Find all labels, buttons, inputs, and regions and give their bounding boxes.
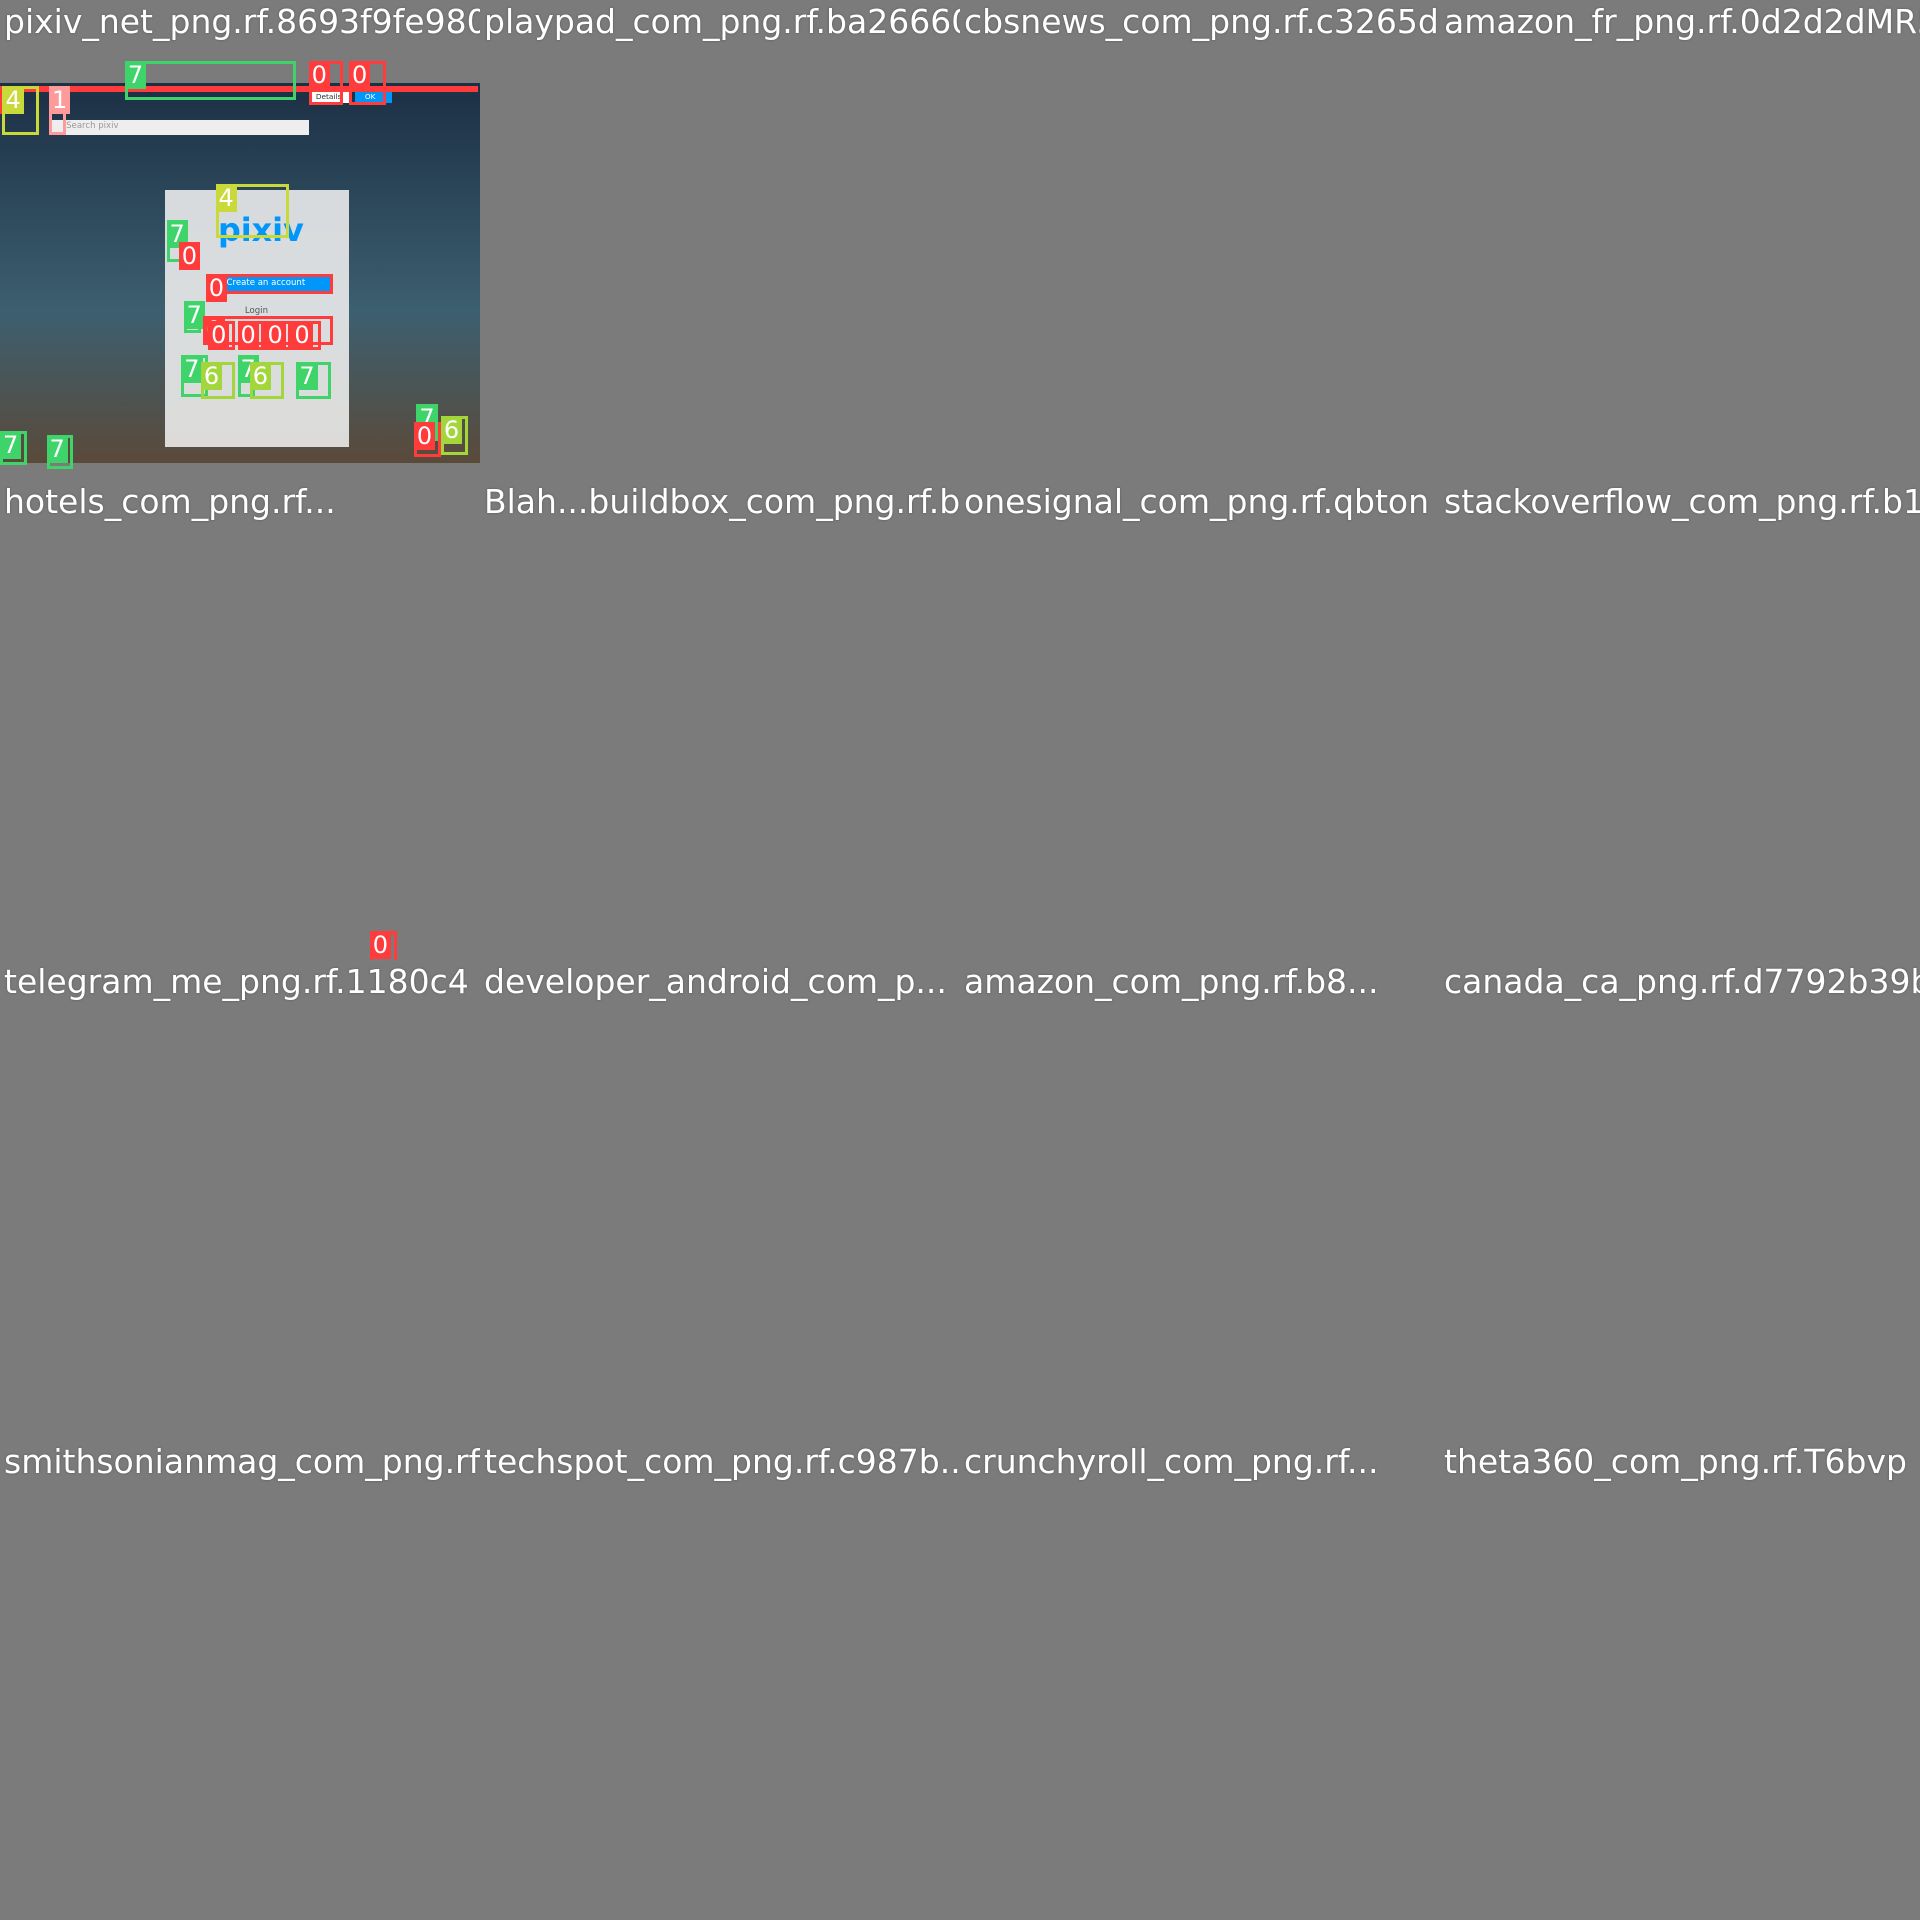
screenshot-tile: smithsonianmag_com_png.rf...smithsonianG… xyxy=(0,1440,480,1920)
tile-title: canada_ca_png.rf.d7792b39b xyxy=(1444,962,1920,1001)
tile-title: telegram_me_png.rf.1180c4 xyxy=(4,962,469,1001)
screenshot-tile: hotels_com_png.rf...HOTELS, RESORTS, HOS… xyxy=(0,480,480,960)
class-label: 7 xyxy=(183,301,205,330)
screenshot-tile: developer_android_com_p...Android 11 Dev… xyxy=(480,960,960,1440)
tile-title: Blah...buildbox_com_png.rf.b... xyxy=(484,482,960,521)
class-label: 6 xyxy=(200,362,223,391)
tile-title: cbsnews_com_png.rf.c3265d07fcda0f... xyxy=(964,2,1440,41)
tile-title: pixiv_net_png.rf.8693f9fe980fdccc5_85976 xyxy=(4,2,480,41)
screenshot-tile: theta360_com_png.rf.T6bvpTHETARICOH THET… xyxy=(1440,1440,1920,1920)
screenshot-tile: amazon_fr_png.rf.0d2d2dMR50DWecho dot59,… xyxy=(1440,0,1920,480)
tile-title: stackoverflow_com_png.rf.b1875116 xyxy=(1444,482,1920,521)
screenshot-tile: techspot_com_png.rf.c987b...GTA V is fre… xyxy=(480,1440,960,1920)
tile-title: theta360_com_png.rf.T6bvp xyxy=(1444,1442,1907,1481)
class-label: 4 xyxy=(2,85,24,114)
class-label: 0 xyxy=(413,422,436,451)
tile-title: smithsonianmag_com_png.rf... xyxy=(4,1442,480,1481)
login-link[interactable]: Login xyxy=(244,306,268,317)
tile-title: hotels_com_png.rf... xyxy=(4,482,336,521)
class-label: 0 xyxy=(264,320,286,349)
details-button[interactable] xyxy=(312,90,349,103)
screenshot-tile: Blah...buildbox_com_png.rf.b...SPICE UP … xyxy=(480,480,960,960)
class-label: 7 xyxy=(46,434,68,463)
create-account-button[interactable] xyxy=(205,276,334,292)
screenshot-tile: playpad_com_png.rf.ba26660d7c...b2Take c… xyxy=(480,0,960,480)
create-account-label: Create an account xyxy=(226,277,306,288)
screenshot-tile: stackoverflow_com_png.rf.b1875116Site up… xyxy=(1440,480,1920,960)
screenshot-tile: cbsnews_com_png.rf.c3265d07fcda0f...CBSN… xyxy=(960,0,1440,480)
class-label: 0 xyxy=(205,274,227,303)
class-label: 7 xyxy=(0,431,22,460)
class-label: 0 xyxy=(178,242,201,271)
tile-title: amazon_com_png.rf.b8... xyxy=(964,962,1379,1001)
tile-title: playpad_com_png.rf.ba26660d7c...b2 xyxy=(484,2,960,41)
class-label: 0 xyxy=(348,61,371,90)
screenshot-tile: onesignal_com_png.rf.qbtonOneSignalDocum… xyxy=(960,480,1440,960)
class-label: 0 xyxy=(291,320,313,349)
class-label: 6 xyxy=(249,362,272,391)
search-input[interactable] xyxy=(48,120,309,135)
screenshot-tile: amazon_com_png.rf.b8...So much to watch,… xyxy=(960,960,1440,1440)
class-label: 0 xyxy=(369,930,392,959)
class-label: 7 xyxy=(296,362,318,391)
class-label: 0 xyxy=(308,61,330,90)
tile-title: onesignal_com_png.rf.qbton xyxy=(964,482,1430,521)
class-label: 7 xyxy=(181,355,203,384)
tile-title: crunchyroll_com_png.rf... xyxy=(964,1442,1379,1481)
class-label: 4 xyxy=(215,183,237,212)
class-label: 7 xyxy=(166,220,188,249)
screenshot-tile: pixiv_net_png.rf.8693f9fe980fdccc5_85976… xyxy=(0,0,480,480)
class-label: 1 xyxy=(48,85,71,114)
ok-label: OK xyxy=(364,91,376,101)
class-label: 0 xyxy=(208,320,230,349)
screenshot-tile: crunchyroll_com_png.rf...SPICE UP YOUR C… xyxy=(960,1440,1440,1920)
class-label: 6 xyxy=(440,416,463,445)
class-label: 0 xyxy=(237,320,259,349)
ok-button[interactable] xyxy=(355,90,392,103)
pixiv-logo: pixiv xyxy=(217,210,304,249)
search-placeholder: Search pixiv xyxy=(66,121,119,132)
details-label: Details xyxy=(315,91,342,101)
screenshot-tile: canada_ca_png.rf.d7792b39b04044066 xyxy=(1440,960,1920,1440)
detection-box xyxy=(124,61,297,101)
tile-title: developer_android_com_p... xyxy=(484,962,947,1001)
screenshot-tile: telegram_me_png.rf.1180c4700074477744044… xyxy=(0,960,480,1440)
class-label: 7 xyxy=(124,61,147,90)
tile-title: techspot_com_png.rf.c987b... xyxy=(484,1442,960,1481)
tile-title: amazon_fr_png.rf.0d2d2dMR50DW xyxy=(1444,2,1920,41)
